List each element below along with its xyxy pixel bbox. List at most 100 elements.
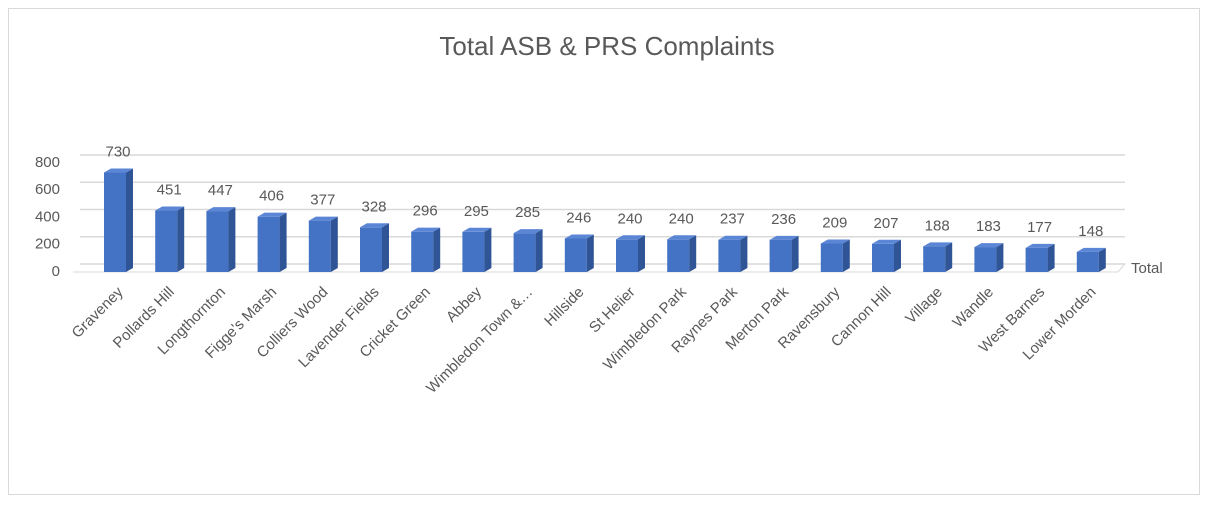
data-label: 295	[464, 203, 489, 220]
bar-side	[586, 234, 594, 272]
data-label: 246	[566, 209, 591, 226]
bar-side	[996, 243, 1004, 272]
bar-front	[155, 210, 178, 272]
bar	[820, 239, 850, 272]
bar-top	[923, 242, 953, 247]
bar-side	[382, 223, 389, 272]
bar-side	[791, 235, 799, 272]
bar-top	[667, 235, 697, 240]
bar-front	[308, 220, 331, 272]
bar-side	[1098, 247, 1106, 272]
bar-top	[1076, 247, 1106, 252]
bar-top	[462, 227, 492, 232]
y-tick-label: 600	[35, 181, 60, 198]
bar-top	[718, 235, 748, 240]
bar-side	[638, 235, 645, 272]
bar	[411, 227, 441, 272]
y-tick-label: 0	[52, 263, 60, 280]
bar	[564, 234, 594, 272]
bar-top	[206, 207, 236, 212]
data-label: 183	[976, 218, 1001, 235]
bar	[206, 207, 236, 272]
data-label: 447	[208, 182, 233, 199]
floor	[73, 263, 1127, 273]
bar-front	[513, 233, 536, 272]
bar-front	[206, 211, 229, 272]
bar	[308, 216, 338, 272]
bar-side	[279, 212, 287, 272]
bar	[360, 223, 389, 272]
bar-top	[769, 235, 799, 240]
bar	[769, 235, 799, 272]
bar-top	[104, 168, 133, 173]
bar	[616, 235, 645, 272]
data-label: 237	[720, 211, 745, 228]
bar-front	[923, 246, 946, 272]
bar-side	[228, 207, 236, 272]
bar-top	[820, 239, 850, 244]
bar-front	[411, 231, 434, 272]
bar-top	[257, 212, 287, 217]
bar-front	[360, 227, 382, 272]
bar	[974, 243, 1004, 272]
data-label: 240	[669, 210, 694, 227]
bar-side	[1047, 243, 1055, 272]
bar-front	[257, 216, 280, 272]
bar-top	[564, 234, 594, 239]
bar-front	[462, 231, 485, 272]
bar-top	[974, 243, 1004, 248]
bar-front	[564, 238, 587, 272]
bar-front	[820, 243, 843, 272]
bar-side	[177, 206, 185, 272]
bar-top	[616, 235, 645, 240]
bar-side	[484, 227, 492, 272]
data-label: 188	[925, 217, 950, 234]
data-label: 285	[515, 204, 540, 221]
y-tick-label: 400	[35, 208, 60, 225]
bar-top	[1025, 243, 1055, 248]
bar-side	[126, 168, 133, 272]
bar	[923, 242, 953, 272]
bar	[872, 239, 901, 272]
bar	[104, 168, 133, 272]
bar	[462, 227, 492, 272]
bar-front	[616, 239, 638, 272]
bar-top	[872, 239, 901, 244]
y-tick-label: 800	[35, 154, 60, 171]
bar-front	[872, 243, 894, 272]
bar-side	[945, 242, 953, 272]
y-tick-label: 200	[35, 236, 60, 253]
data-label: 328	[361, 198, 386, 215]
data-label: 177	[1027, 219, 1052, 236]
data-label: 377	[310, 192, 335, 209]
data-label: 240	[617, 210, 642, 227]
data-label: 406	[259, 188, 284, 205]
bar	[667, 235, 697, 272]
bar-side	[433, 227, 441, 272]
bar	[257, 212, 287, 272]
bar-top	[411, 227, 441, 232]
bar-top	[155, 206, 185, 211]
data-label: 296	[413, 203, 438, 220]
bar-front	[104, 172, 126, 272]
bar-top	[513, 229, 543, 234]
series-label: Total	[1131, 260, 1163, 277]
bar-side	[330, 216, 338, 272]
bar-front	[718, 239, 741, 272]
data-label: 209	[822, 214, 847, 231]
bar-front	[974, 247, 997, 272]
data-label: 148	[1078, 223, 1103, 240]
data-label: 730	[105, 144, 130, 161]
bar-side	[894, 239, 901, 272]
bar	[513, 229, 543, 272]
data-label: 451	[157, 182, 182, 199]
chart-title: Total ASB & PRS Complaints	[439, 31, 774, 61]
bar	[1025, 243, 1055, 272]
bar-top	[308, 216, 338, 221]
bar	[155, 206, 185, 272]
data-label: 236	[771, 211, 796, 228]
bar-front	[667, 239, 690, 272]
data-label: 207	[873, 215, 898, 232]
bar-side	[689, 235, 697, 272]
